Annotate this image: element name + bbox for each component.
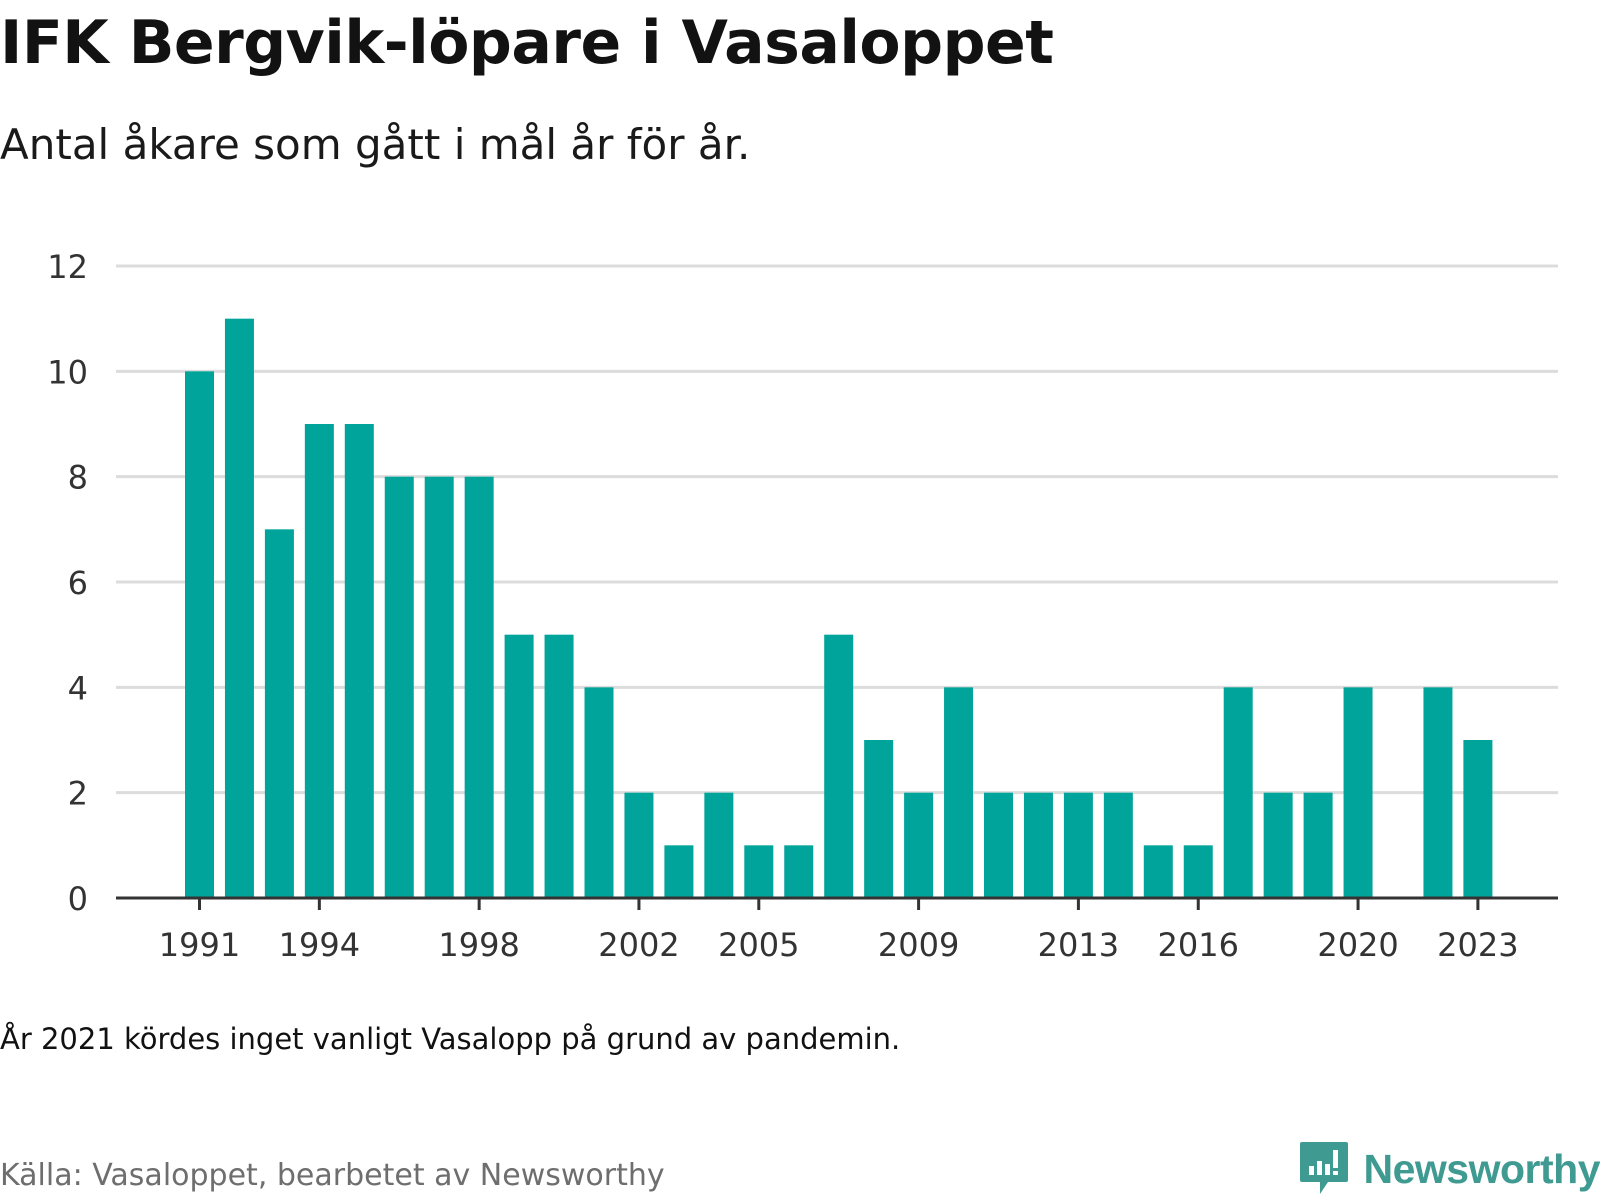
bar-2016 (1183, 845, 1213, 898)
brand-name: Newsworthy (1363, 1145, 1600, 1192)
bar-2022 (1423, 687, 1453, 898)
bar-1999 (504, 634, 534, 898)
y-tick-label: 2 (68, 775, 88, 813)
bar-1998 (464, 476, 494, 898)
x-tick-label: 1991 (159, 926, 240, 964)
bar-2010 (944, 687, 974, 898)
bar-2017 (1223, 687, 1253, 898)
chart-note: År 2021 kördes inget vanligt Vasalopp på… (0, 1022, 901, 1056)
bar-2003 (664, 845, 694, 898)
bar-2000 (544, 634, 574, 898)
bar-1996 (384, 476, 414, 898)
bar-2007 (824, 634, 854, 898)
newsworthy-logo: Newsworthy (1298, 1140, 1600, 1198)
bar-2011 (984, 792, 1013, 898)
source-credit: Källa: Vasaloppet, bearbetet av Newswort… (0, 1158, 665, 1193)
bar-chart: 0 2 4 6 8 10 12 1991 1994 1998 2002 2005 2009 2013 20… (47, 248, 1558, 964)
bar-2013 (1063, 792, 1093, 898)
chart-title: IFK Bergvik-löpare i Vasaloppet (0, 8, 1054, 78)
x-tick-label: 1998 (438, 926, 519, 964)
y-tick-label: 12 (47, 248, 88, 286)
bar-1995 (344, 424, 374, 898)
bar-2019 (1303, 792, 1333, 898)
y-tick-label: 0 (68, 880, 88, 918)
x-axis-ticks: 1991 1994 1998 2002 2005 2009 2013 2016 2020 2023 (159, 898, 1519, 964)
x-tick-label: 2016 (1158, 926, 1239, 964)
x-tick-label: 2013 (1038, 926, 1119, 964)
y-tick-label: 8 (68, 459, 88, 497)
x-tick-label: 2009 (878, 926, 959, 964)
bar-2005 (744, 845, 774, 898)
bar-1993 (264, 529, 294, 898)
bar-1992 (224, 318, 254, 899)
bar-2015 (1143, 845, 1173, 898)
x-tick-label: 2023 (1437, 926, 1518, 964)
bar-2002 (624, 792, 654, 898)
y-tick-label: 4 (68, 669, 88, 707)
y-tick-label: 10 (47, 353, 88, 391)
x-tick-label: 2005 (718, 926, 799, 964)
y-tick-label: 6 (68, 564, 88, 602)
x-tick-label: 2002 (598, 926, 679, 964)
bar-2006 (784, 845, 814, 898)
bar-1991 (185, 371, 214, 898)
bar-2018 (1263, 792, 1293, 898)
bar-2001 (584, 687, 614, 898)
chart-subtitle: Antal åkare som gått i mål år för år. (0, 120, 751, 169)
bars (185, 318, 1493, 899)
bar-1997 (424, 476, 454, 898)
bar-2004 (704, 792, 734, 898)
bar-2014 (1103, 792, 1133, 898)
bar-2012 (1023, 792, 1053, 898)
newsworthy-logo-icon (1299, 1142, 1348, 1194)
y-axis-ticks: 0 2 4 6 8 10 12 (47, 248, 88, 918)
bar-2009 (904, 792, 934, 898)
bar-1994 (304, 424, 334, 898)
x-tick-label: 2020 (1317, 926, 1398, 964)
bar-2008 (864, 740, 894, 898)
bar-2020 (1343, 687, 1373, 898)
bar-2023 (1463, 740, 1493, 898)
x-tick-label: 1994 (279, 926, 360, 964)
